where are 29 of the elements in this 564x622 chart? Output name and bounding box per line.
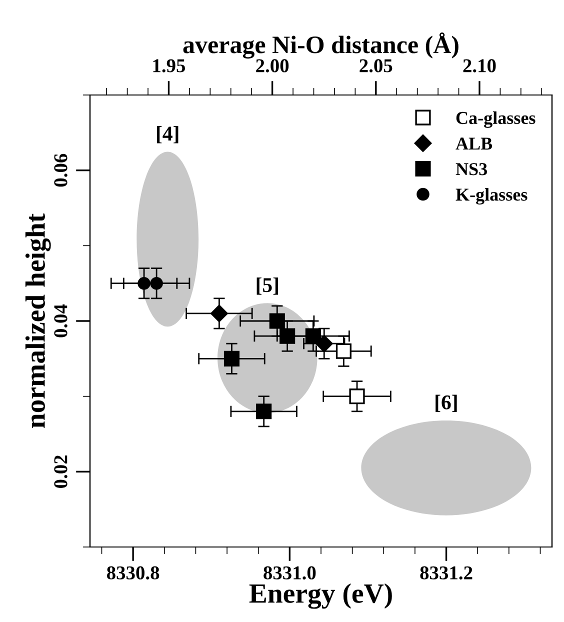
point [280, 328, 296, 344]
x2-axis-title: average Ni-O distance (Å) [183, 32, 458, 59]
x-axis-title: Energy (eV) [249, 583, 392, 609]
x-tick-label: 8330.8 [106, 566, 160, 580]
legend-label: K-glasses [456, 188, 528, 205]
point [138, 276, 150, 290]
point [256, 404, 272, 420]
x2-tick-label: 2.00 [256, 59, 289, 72]
x2-tick-label: 2.10 [463, 59, 496, 72]
y-tick-label: 0.06 [54, 154, 68, 187]
legend-label: NS3 [456, 163, 487, 176]
x-tick-label: 8331.2 [420, 566, 472, 580]
y-tick-label: 0.04 [54, 304, 68, 338]
point [349, 388, 365, 404]
y-axis-title: normalized height [25, 213, 51, 428]
legend-label: Ca-glasses [456, 111, 536, 128]
point [336, 343, 352, 359]
annotation: [6] [436, 394, 457, 412]
legend-label: ALB [456, 138, 492, 150]
point [224, 350, 240, 366]
x2-tick-label: 1.95 [153, 59, 186, 72]
annotation: [4] [157, 126, 178, 144]
x-tick-label: 8331.0 [264, 566, 316, 580]
point [150, 276, 163, 290]
y-tick-label: 0.02 [54, 455, 68, 488]
annotation: [5] [256, 277, 278, 295]
point [269, 313, 285, 329]
point [210, 304, 228, 322]
x2-tick-label: 2.05 [360, 59, 392, 72]
